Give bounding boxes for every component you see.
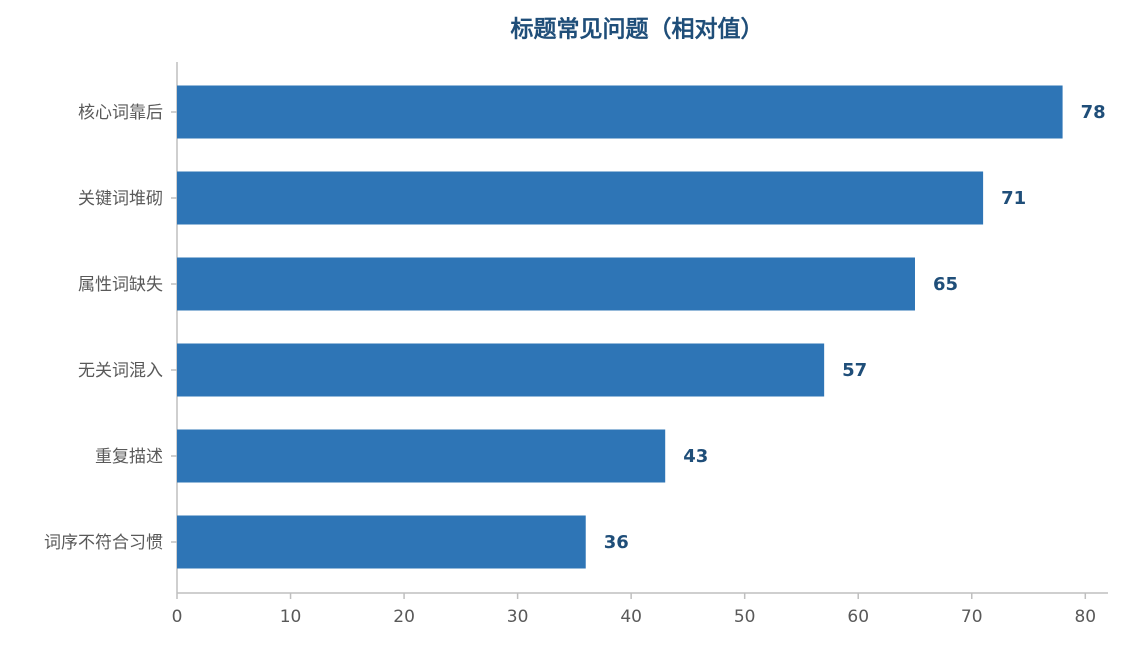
- chart-title: 标题常见问题（相对值）: [511, 16, 764, 43]
- value-label: 36: [604, 532, 629, 553]
- bar: [177, 515, 586, 569]
- x-tick-label: 50: [734, 607, 756, 627]
- x-tick-label: 80: [1074, 607, 1096, 627]
- bar: [177, 343, 825, 397]
- y-tick-label: 词序不符合习惯: [44, 533, 163, 553]
- y-tick-label: 重复描述: [95, 447, 163, 467]
- value-label: 57: [842, 360, 867, 381]
- y-tick-label: 关键词堆砌: [78, 189, 163, 209]
- x-tick-label: 10: [280, 607, 302, 627]
- x-tick-label: 70: [961, 607, 983, 627]
- x-tick-label: 20: [393, 607, 415, 627]
- value-label: 65: [933, 274, 958, 295]
- x-tick-label: 60: [847, 607, 869, 627]
- y-tick-label: 属性词缺失: [78, 275, 163, 295]
- bar: [177, 171, 984, 225]
- x-tick-label: 40: [620, 607, 642, 627]
- value-label: 71: [1001, 188, 1026, 209]
- value-label: 78: [1081, 102, 1106, 123]
- y-tick-label: 无关词混入: [78, 361, 163, 381]
- bar: [177, 85, 1063, 139]
- x-tick-label: 0: [172, 607, 183, 627]
- value-label: 43: [683, 446, 708, 467]
- bar: [177, 257, 915, 311]
- y-tick-label: 核心词靠后: [78, 103, 163, 123]
- x-tick-label: 30: [507, 607, 529, 627]
- bar: [177, 429, 666, 483]
